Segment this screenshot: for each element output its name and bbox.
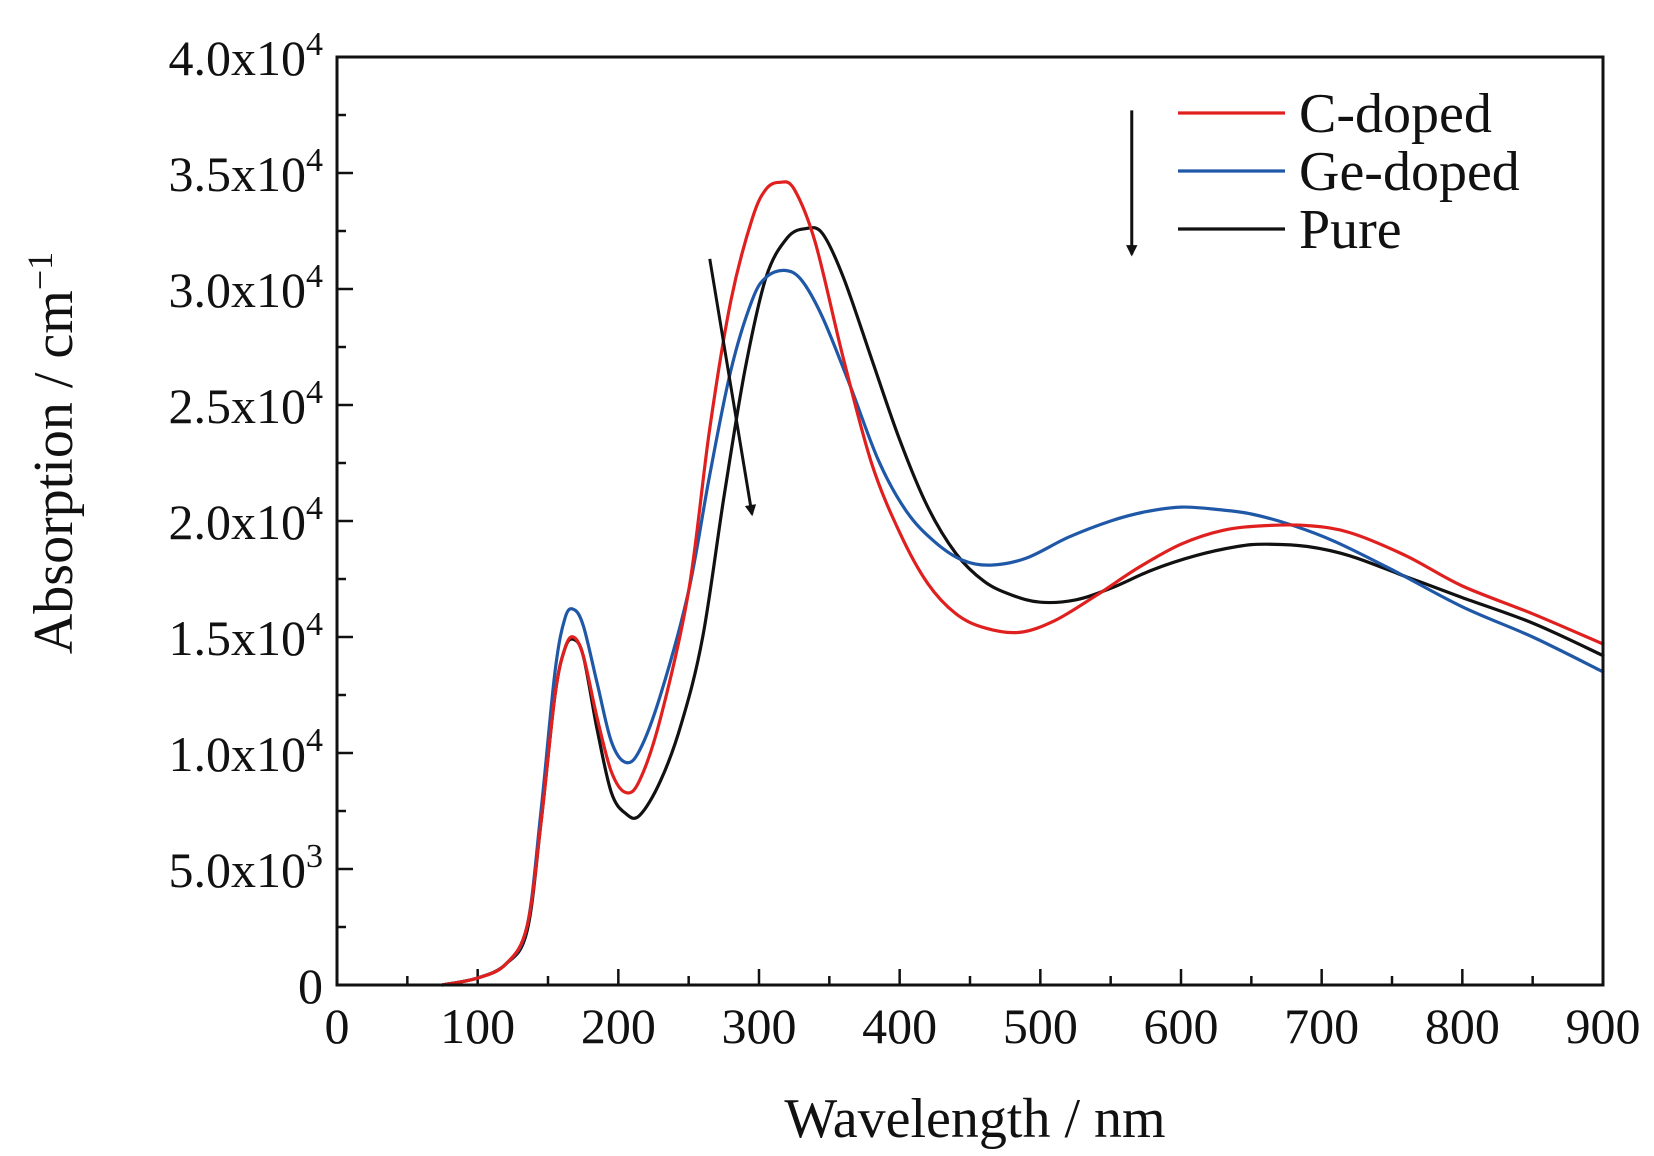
legend-item: C-doped xyxy=(1178,83,1492,145)
x-axis-ticks xyxy=(335,969,1605,985)
y-axis-ticks xyxy=(337,55,353,987)
y-tick-label-exponent: 4 xyxy=(306,142,323,179)
plot-frame xyxy=(335,55,1605,987)
y-tick-label-mantissa: 2.5x10 xyxy=(169,378,307,434)
y-tick-label-mantissa: 1.0x10 xyxy=(169,726,307,782)
y-tick-label-mantissa: 1.5x10 xyxy=(169,610,307,666)
y-tick-label-exponent: 3 xyxy=(306,838,323,875)
x-tick-label: 800 xyxy=(1425,998,1500,1054)
y-tick-label-mantissa: 0 xyxy=(298,958,323,1014)
y-tick-label-mantissa: 3.5x10 xyxy=(169,146,307,202)
x-tick-label: 200 xyxy=(581,998,656,1054)
x-tick-label: 900 xyxy=(1566,998,1641,1054)
y-tick-label-exponent: 4 xyxy=(306,374,323,411)
x-tick-label: 400 xyxy=(862,998,937,1054)
y-tick-label: 2.5x104 xyxy=(169,374,324,434)
y-tick-label-mantissa: 3.0x10 xyxy=(169,262,307,318)
series-line-pure xyxy=(440,226,1605,987)
y-tick-label-exponent: 4 xyxy=(306,490,323,527)
x-tick-label: 500 xyxy=(1003,998,1078,1054)
y-tick-label-exponent: 4 xyxy=(306,606,323,643)
y-tick-label-exponent: 4 xyxy=(306,722,323,759)
y-tick-label-mantissa: 4.0x10 xyxy=(169,30,307,86)
y-tick-label: 0 xyxy=(298,958,323,1014)
y-axis-title: Absorption / cm−1 xyxy=(20,252,85,654)
legend-item: Pure xyxy=(1178,199,1402,261)
x-tick-label: 100 xyxy=(440,998,515,1054)
legend-label: Ge-doped xyxy=(1299,141,1520,203)
x-tick-label: 0 xyxy=(325,998,350,1054)
x-tick-label: 700 xyxy=(1284,998,1359,1054)
series-line-ge-doped xyxy=(440,268,1605,987)
y-tick-label-exponent: 4 xyxy=(306,258,323,295)
legend-label: Pure xyxy=(1299,199,1402,261)
y-tick-label: 1.5x104 xyxy=(169,606,324,666)
y-tick-label: 5.0x103 xyxy=(169,838,324,898)
y-tick-label: 2.0x104 xyxy=(169,490,324,550)
y-axis-title-superscript: −1 xyxy=(20,252,60,290)
x-axis-tick-labels: 0 100 200 300 400 500 600 700 800 900 xyxy=(325,998,1641,1054)
legend-label: C-doped xyxy=(1299,83,1492,145)
y-tick-label: 4.0x104 xyxy=(169,26,324,86)
y-axis-tick-labels: 05.0x1031.0x1041.5x1042.0x1042.5x1043.0x… xyxy=(169,26,324,1014)
trend-arrow xyxy=(708,258,757,517)
x-tick-label: 600 xyxy=(1144,998,1219,1054)
legend-item: Ge-doped xyxy=(1178,141,1520,203)
y-tick-label: 3.5x104 xyxy=(169,142,324,202)
y-tick-label: 3.0x104 xyxy=(169,258,324,318)
series-line-c-doped xyxy=(440,180,1605,987)
y-tick-label: 1.0x104 xyxy=(169,722,324,782)
x-tick-label: 300 xyxy=(722,998,797,1054)
y-tick-label-exponent: 4 xyxy=(306,26,323,63)
data-series xyxy=(440,180,1605,987)
x-axis-title: Wavelength / nm xyxy=(784,1088,1165,1150)
y-tick-label-mantissa: 2.0x10 xyxy=(169,494,307,550)
y-tick-label-mantissa: 5.0x10 xyxy=(169,842,307,898)
annotation-arrows xyxy=(708,110,1138,517)
y-axis-title-main: Absorption / cm xyxy=(23,290,85,654)
